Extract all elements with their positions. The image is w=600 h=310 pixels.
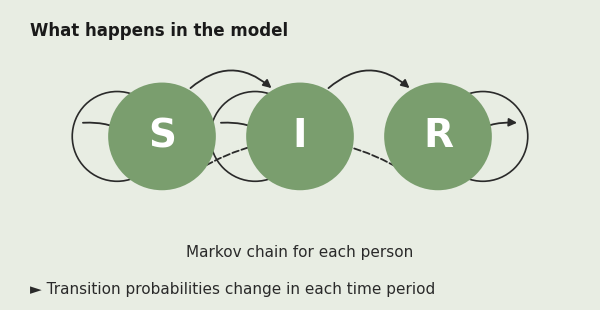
Text: R: R [423, 117, 453, 155]
Text: S: S [148, 117, 176, 155]
Ellipse shape [247, 84, 353, 189]
Text: I: I [293, 117, 307, 155]
Ellipse shape [109, 84, 215, 189]
Text: ► Transition probabilities change in each time period: ► Transition probabilities change in eac… [30, 282, 435, 297]
Ellipse shape [385, 84, 491, 189]
Text: What happens in the model: What happens in the model [30, 22, 288, 40]
Text: Markov chain for each person: Markov chain for each person [187, 245, 413, 260]
